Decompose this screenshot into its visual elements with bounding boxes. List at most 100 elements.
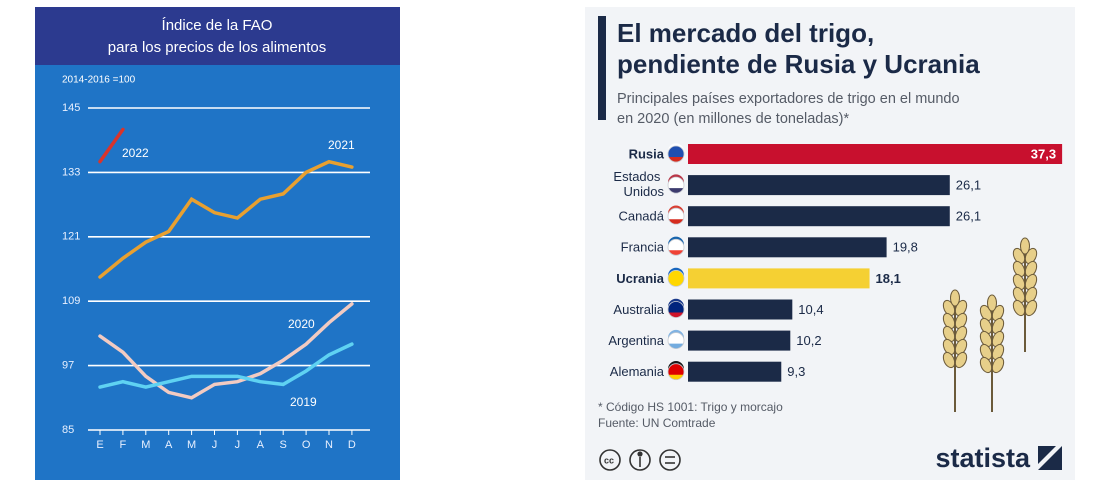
flag <box>668 174 684 186</box>
note: * Código HS 1001: Trigo y morcajo <box>598 400 783 414</box>
value-label: 26,1 <box>956 209 981 224</box>
value-label: 9,3 <box>787 364 805 379</box>
line-chart: 85 97 109 121 133 145 E F M A M J J A S O N D 2022 2021 2020… <box>62 102 370 451</box>
category-label: Francia <box>621 240 665 255</box>
flag <box>668 143 684 154</box>
x-tick-label: M <box>141 439 150 451</box>
value-label: 10,2 <box>796 333 821 348</box>
wheat-grain <box>942 338 956 356</box>
x-tick-label: E <box>96 439 103 451</box>
x-tick-label: J <box>235 439 241 451</box>
wheat-grain <box>991 356 1005 374</box>
cc-icon: cc <box>604 455 614 465</box>
flag <box>668 236 684 248</box>
bar <box>688 237 887 258</box>
bar <box>688 175 950 196</box>
bar <box>688 206 950 227</box>
wheat-grain <box>979 317 993 335</box>
chart-title: pendiente de Rusia y Ucrania <box>617 49 980 79</box>
wheat-grain <box>991 330 1005 348</box>
wheat-grain <box>979 343 993 361</box>
wheat-grain <box>942 312 956 330</box>
wheat-grain <box>1024 299 1038 317</box>
chart-title: para los precios de los alimentos <box>108 39 326 56</box>
series-label: 2020 <box>288 317 315 331</box>
category-label: Canadá <box>618 209 664 224</box>
y-tick-label: 97 <box>62 360 74 372</box>
flag-rim <box>667 269 685 287</box>
flag-rim <box>667 207 685 225</box>
x-tick-label: M <box>187 439 196 451</box>
panel-header <box>35 7 400 65</box>
category-label: Argentina <box>608 333 664 348</box>
value-label: 26,1 <box>956 178 981 193</box>
chart-title: Índice de la FAO <box>162 17 273 34</box>
wheat-grain <box>991 317 1005 335</box>
wheat-grain <box>1012 299 1026 317</box>
bar <box>688 268 870 289</box>
flag-rim <box>667 301 685 318</box>
wheat-grain <box>1012 260 1026 278</box>
wheat-grain <box>942 351 956 369</box>
bar <box>688 361 782 382</box>
bar <box>688 299 793 320</box>
category-label: Estados Unidos <box>613 170 664 200</box>
flag <box>668 267 684 279</box>
flag-rim <box>667 332 685 350</box>
x-tick-label: O <box>302 439 311 451</box>
wheat-grain <box>942 325 956 343</box>
flag <box>668 329 684 341</box>
category-label: Australia <box>613 302 664 317</box>
series-line <box>98 127 125 164</box>
value-label: 18,1 <box>876 271 901 286</box>
y-tick-label: 109 <box>62 295 80 307</box>
note: Fuente: UN Comtrade <box>598 416 716 430</box>
bar <box>688 330 791 351</box>
wheat-illustration <box>942 237 1038 412</box>
wheat-grain <box>954 325 968 343</box>
flag-rim <box>667 363 685 381</box>
bar-chart: 37,3 Rusia 26,1 Estados Unidos 26,1 Canadá 19,… <box>608 143 1063 382</box>
flag-rim <box>667 238 685 256</box>
x-tick-label: S <box>280 439 287 451</box>
panel-left <box>35 7 400 480</box>
wheat-grain <box>954 338 968 356</box>
wheat-grain <box>1012 273 1026 291</box>
series-line <box>98 342 354 389</box>
x-tick-label: D <box>348 439 356 451</box>
brand: statista <box>935 443 1031 473</box>
title-accent <box>598 16 606 120</box>
brand-logo <box>1038 446 1062 470</box>
wheat-grain <box>954 312 968 330</box>
y-tick-label: 85 <box>62 424 74 436</box>
bar <box>688 144 1063 164</box>
category-label: Rusia <box>629 146 665 161</box>
category-label: Ucrania <box>616 271 664 286</box>
chart-subtitle: en 2020 (en millones de toneladas)* <box>617 111 850 127</box>
flag <box>668 361 684 372</box>
value-label: 19,8 <box>893 240 918 255</box>
wheat-grain <box>954 351 968 369</box>
wheat-grain <box>1024 260 1038 278</box>
series-label: 2019 <box>290 395 317 409</box>
y-tick-label: 145 <box>62 102 80 114</box>
wheat-grain <box>987 294 997 312</box>
wheat-grain <box>991 343 1005 361</box>
wheat-grain <box>979 330 993 348</box>
wheat-grain <box>1020 237 1030 255</box>
x-tick-label: F <box>120 439 127 451</box>
x-tick-label: N <box>325 439 333 451</box>
flag <box>668 298 684 310</box>
series-label: 2021 <box>328 138 355 152</box>
wheat-grain <box>979 356 993 374</box>
chart-title: El mercado del trigo, <box>617 18 874 48</box>
y-tick-label: 133 <box>62 166 80 178</box>
x-tick-label: A <box>257 439 265 451</box>
value-label: 37,3 <box>1031 146 1056 161</box>
wheat-grain <box>1012 286 1026 304</box>
wheat-grain <box>1024 286 1038 304</box>
wheat-grain <box>1024 273 1038 291</box>
license-icons <box>599 449 681 471</box>
value-label: 10,4 <box>798 302 823 317</box>
